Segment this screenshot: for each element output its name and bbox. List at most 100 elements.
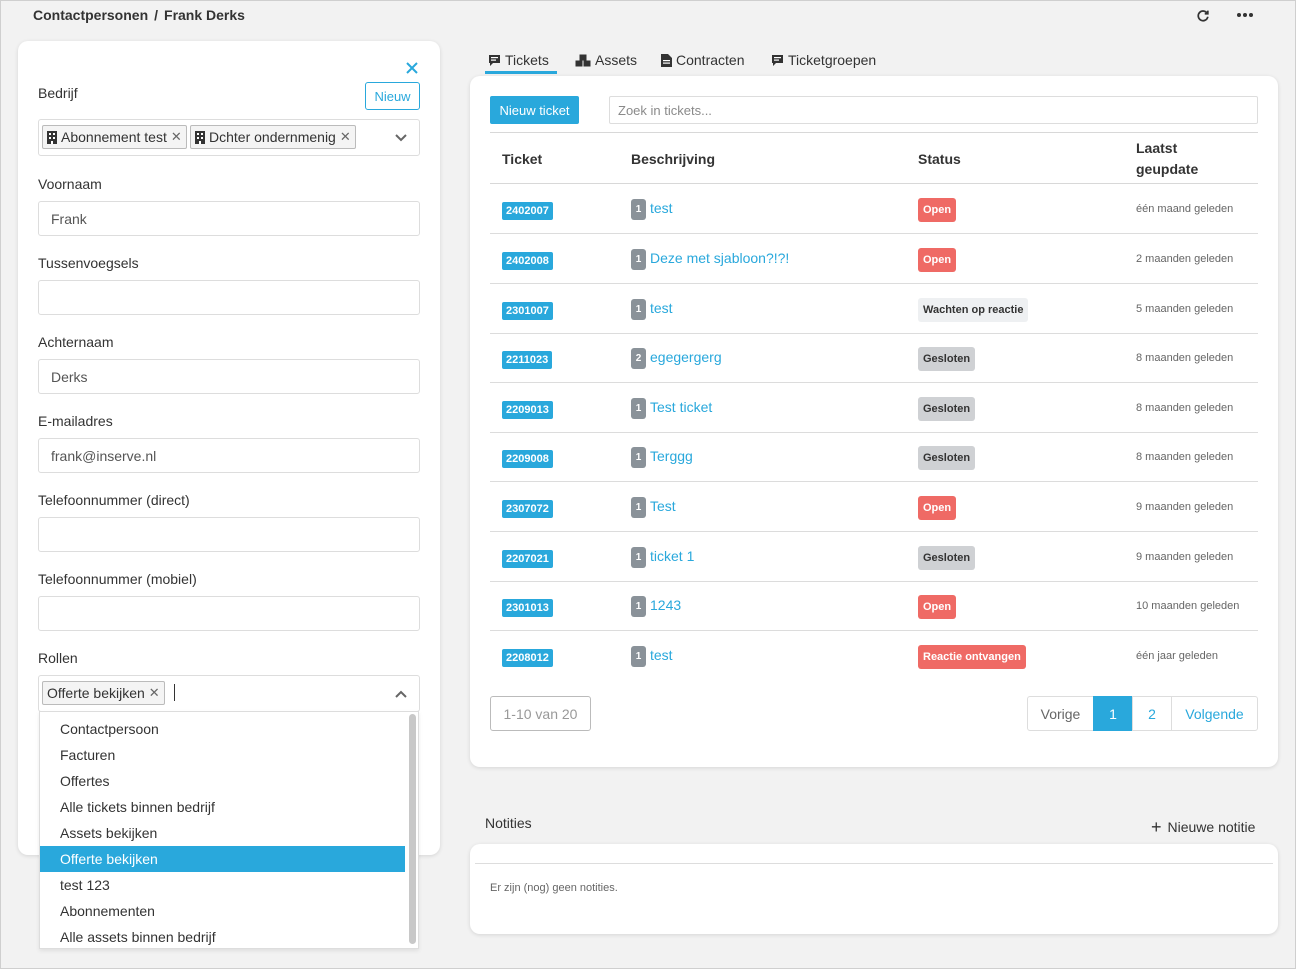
ticket-id-badge[interactable]: 2402007 (502, 202, 553, 220)
remove-tag-icon[interactable]: ✕ (148, 685, 160, 700)
ticket-id-badge[interactable]: 2307072 (502, 500, 553, 518)
dropdown-option[interactable]: test 123 (60, 877, 110, 893)
company-multiselect[interactable]: Abonnement test ✕ Dchter ondernmenig ✕ (38, 119, 420, 156)
ticket-id-badge[interactable]: 2209013 (502, 401, 553, 419)
updated-time: 9 maanden geleden (1136, 501, 1234, 513)
breadcrumb-parent[interactable]: Contactpersonen (33, 7, 149, 23)
page-2-button[interactable]: 2 (1132, 696, 1172, 731)
chevron-down-icon[interactable] (394, 131, 408, 145)
table-top-divider (490, 132, 1258, 133)
ticket-description-link[interactable]: 1243 (650, 597, 682, 613)
table-row: 2301007 1 test Wachten op reactie 5 maan… (490, 284, 1258, 334)
dropdown-option[interactable]: Assets bekijken (60, 825, 158, 841)
status-badge: Gesloten (918, 546, 976, 570)
document-icon (661, 53, 672, 67)
ticket-id-badge[interactable]: 2301013 (502, 599, 553, 617)
tel-mobiel-field[interactable] (38, 596, 420, 631)
ticket-description-link[interactable]: Test (650, 498, 676, 514)
tel-direct-label: Telefoonnummer (direct) (38, 492, 190, 508)
tab-label: Tickets (505, 52, 549, 68)
updated-time: 9 maanden geleden (1136, 551, 1234, 563)
chevron-up-icon[interactable] (394, 687, 408, 701)
tab-contracten[interactable]: Contracten (661, 46, 744, 74)
more-options-icon[interactable] (1235, 5, 1255, 25)
status-badge: Open (918, 248, 957, 272)
tab-label: Contracten (676, 52, 745, 68)
status-badge: Open (918, 595, 957, 619)
status-badge: Wachten op reactie (918, 298, 1029, 322)
ticket-search-input[interactable] (609, 96, 1258, 124)
tab-ticketgroepen[interactable]: Ticketgroepen (771, 46, 876, 74)
column-header-updated-line2[interactable]: geupdate (1136, 161, 1199, 177)
status-badge: Reactie ontvangen (918, 645, 1026, 669)
notes-title: Notities (485, 815, 532, 831)
dropdown-scrollbar[interactable] (409, 714, 416, 944)
next-page-button[interactable]: Volgende (1171, 696, 1258, 731)
close-icon[interactable] (406, 61, 422, 77)
status-badge: Gesloten (918, 347, 976, 371)
ticket-description-link[interactable]: test (650, 300, 673, 316)
active-tab-indicator (485, 71, 557, 74)
updated-time: 8 maanden geleden (1136, 352, 1234, 364)
column-header-status[interactable]: Status (918, 151, 961, 167)
count-badge: 1 (631, 646, 646, 667)
column-header-ticket[interactable]: Ticket (502, 151, 543, 167)
page-1-button[interactable]: 1 (1093, 696, 1133, 731)
company-tag-label: Dchter ondernmenig (209, 129, 336, 145)
updated-time: 10 maanden geleden (1136, 600, 1240, 612)
ticket-description-link[interactable]: ticket 1 (650, 548, 695, 564)
table-row: 2402008 1 Deze met sjabloon?!?! Open 2 m… (490, 234, 1258, 284)
ticket-description-link[interactable]: Deze met sjabloon?!?! (650, 250, 790, 266)
ticket-id-badge[interactable]: 2207021 (502, 550, 553, 568)
dropdown-option[interactable]: Alle tickets binnen bedrijf (60, 799, 215, 815)
new-ticket-button[interactable]: Nieuw ticket (490, 96, 579, 124)
ticket-id-badge[interactable]: 2208012 (502, 649, 553, 667)
dropdown-option[interactable]: Facturen (60, 747, 116, 763)
ticket-description-link[interactable]: Terggg (650, 448, 693, 464)
remove-tag-icon[interactable]: ✕ (339, 129, 351, 144)
dropdown-option[interactable]: Alle assets binnen bedrijf (60, 929, 216, 945)
table-row: 2301013 1 1243 Open 10 maanden geleden (490, 581, 1258, 631)
updated-time: één jaar geleden (1136, 650, 1218, 662)
achternaam-field[interactable]: Derks (38, 359, 420, 394)
column-header-description[interactable]: Beschrijving (631, 151, 716, 167)
refresh-icon[interactable] (1193, 5, 1213, 25)
count-badge: 1 (631, 199, 646, 220)
new-note-button[interactable]: + Nieuwe notitie (1151, 818, 1255, 836)
count-badge: 1 (631, 596, 646, 617)
dropdown-option[interactable]: Offertes (60, 773, 110, 789)
remove-tag-icon[interactable]: ✕ (170, 129, 182, 144)
company-tag: Dchter ondernmenig ✕ (190, 125, 356, 149)
ticket-id-badge[interactable]: 2211023 (502, 351, 553, 369)
previous-page-button[interactable]: Vorige (1027, 696, 1094, 731)
table-row: 2307072 1 Test Open 9 maanden geleden (490, 482, 1258, 532)
ticket-id-badge[interactable]: 2301007 (502, 302, 553, 320)
dropdown-option-highlighted[interactable]: Offerte bekijken (40, 846, 405, 872)
ticket-id-badge[interactable]: 2402008 (502, 252, 553, 270)
building-icon (47, 130, 57, 144)
table-row: 2208012 1 test Reactie ontvangen één jaa… (490, 631, 1258, 681)
ticket-description-link[interactable]: Test ticket (650, 399, 713, 415)
tab-assets[interactable]: Assets (575, 46, 637, 74)
ticket-description-link[interactable]: test (650, 200, 673, 216)
top-bar: Contactpersonen / Frank Derks (1, 1, 1295, 31)
dropdown-option[interactable]: Abonnementen (60, 903, 155, 919)
ticket-description-link[interactable]: test (650, 647, 673, 663)
column-header-updated-line1[interactable]: Laatst (1136, 140, 1178, 156)
tab-tickets[interactable]: Tickets (488, 46, 549, 74)
roles-multiselect[interactable]: Offerte bekijken ✕ (38, 675, 420, 712)
voornaam-field[interactable]: Frank (38, 201, 420, 236)
ticket-description-link[interactable]: egegergerg (650, 349, 722, 365)
count-badge: 1 (631, 447, 646, 468)
email-field[interactable]: frank@inserve.nl (38, 438, 420, 473)
ticket-id-badge[interactable]: 2209008 (502, 450, 553, 468)
count-badge: 1 (631, 299, 646, 320)
updated-time: 5 maanden geleden (1136, 303, 1234, 315)
new-company-button[interactable]: Nieuw (365, 82, 420, 110)
tel-direct-field[interactable] (38, 517, 420, 552)
tussenvoegsels-field[interactable] (38, 280, 420, 315)
pagination-range: 1-10 van 20 (490, 696, 591, 731)
dropdown-option[interactable]: Contactpersoon (60, 721, 159, 737)
breadcrumb: Contactpersonen / Frank Derks (33, 7, 245, 23)
achternaam-label: Achternaam (38, 334, 114, 350)
